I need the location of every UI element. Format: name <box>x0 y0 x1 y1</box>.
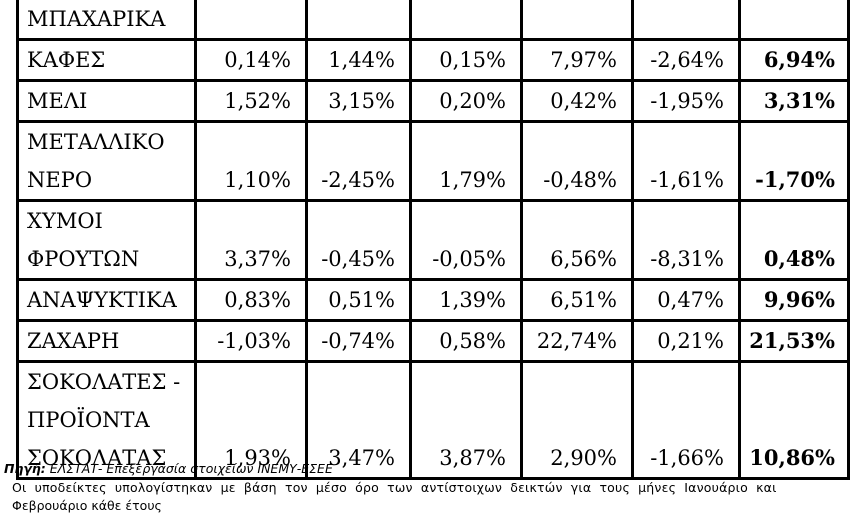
total-cell: 9,96% <box>738 278 850 322</box>
value-cell <box>631 0 741 41</box>
value-cell: 1,52% <box>194 79 308 123</box>
value-cell: 6,51% <box>520 278 634 322</box>
source-note: Πηγή: ΕΛΣΤΑΤ- Επεξεργασία στοιχείων ΙΝΕΜ… <box>4 460 333 477</box>
table-row: ΖΑΧΑΡΗ -1,03% -0,74% 0,58% 22,74% 0,21% 21,53% <box>16 319 850 363</box>
row-label: ΧΥΜΟΙ ΦΡΟΥΤΩΝ <box>16 199 197 281</box>
row-label-line: ΦΡΟΥΤΩΝ <box>27 247 140 271</box>
value-cell <box>194 0 308 41</box>
value-cell: 0,51% <box>305 278 412 322</box>
value-cell: -1,95% <box>631 79 741 123</box>
value-cell: 1,10% <box>194 120 308 202</box>
row-label-line: ΑΝΑΨΥΚΤΙΚΑ <box>27 288 177 312</box>
table-row: ΚΑΦΕΣ 0,14% 1,44% 0,15% 7,97% -2,64% 6,94% <box>16 38 850 82</box>
value-cell: 0,20% <box>409 79 523 123</box>
total-cell: 0,48% <box>738 199 850 281</box>
value-cell: 1,93% <box>194 360 308 480</box>
value-cell: 3,87% <box>409 360 523 480</box>
value-cell: 3,15% <box>305 79 412 123</box>
value-cell: 6,56% <box>520 199 634 281</box>
source-label: Πηγή: <box>4 461 46 476</box>
total-cell: 10,86% <box>738 360 850 480</box>
value-cell: 0,15% <box>409 38 523 82</box>
row-label-line: ΜΠΑΧΑΡΙΚΑ <box>27 7 166 31</box>
value-cell: -0,45% <box>305 199 412 281</box>
row-label-line: ΣΟΚΟΛΑΤΑΣ <box>27 446 167 470</box>
value-cell: 0,21% <box>631 319 741 363</box>
value-cell: 3,47% <box>305 360 412 480</box>
value-cell: -0,48% <box>520 120 634 202</box>
table-row: ΑΝΑΨΥΚΤΙΚΑ 0,83% 0,51% 1,39% 6,51% 0,47% 9,96% <box>16 278 850 322</box>
value-cell <box>520 0 634 41</box>
total-cell: -1,70% <box>738 120 850 202</box>
price-index-table: ΜΠΑΧΑΡΙΚΑ ΚΑΦΕΣ 0,14% 1,44% 0,15% 7,97% -2,64%… <box>16 0 850 480</box>
total-cell: 6,94% <box>738 38 850 82</box>
value-cell: 0,83% <box>194 278 308 322</box>
row-label-line: ΣΟΚΟΛΑΤΕΣ - <box>27 370 181 394</box>
value-cell: 7,97% <box>520 38 634 82</box>
value-cell: 3,37% <box>194 199 308 281</box>
value-cell: -1,66% <box>631 360 741 480</box>
row-label-line: ΜΕΤΑΛΛΙΚΟ <box>27 130 165 154</box>
row-label: ΜΕΤΑΛΛΙΚΟ ΝΕΡΟ <box>16 120 197 202</box>
row-label-line: ΜΕΛΙ <box>27 89 88 113</box>
row-label-line: ΝΕΡΟ <box>27 168 93 192</box>
value-cell: -1,03% <box>194 319 308 363</box>
value-cell: -2,45% <box>305 120 412 202</box>
row-label-line: ΚΑΦΕΣ <box>27 48 106 72</box>
value-cell: 0,58% <box>409 319 523 363</box>
value-cell: -2,64% <box>631 38 741 82</box>
total-cell: 3,31% <box>738 79 850 123</box>
row-label: ΚΑΦΕΣ <box>16 38 197 82</box>
table-row: ΜΠΑΧΑΡΙΚΑ <box>16 0 850 41</box>
row-label: ΜΠΑΧΑΡΙΚΑ <box>16 0 197 41</box>
row-label: ΑΝΑΨΥΚΤΙΚΑ <box>16 278 197 322</box>
method-note-line-2: Φεβρουάριο κάθε έτους <box>12 498 162 513</box>
row-label-line: ΧΥΜΟΙ <box>27 209 103 233</box>
value-cell <box>409 0 523 41</box>
value-cell <box>305 0 412 41</box>
value-cell: 0,47% <box>631 278 741 322</box>
value-cell: 1,44% <box>305 38 412 82</box>
value-cell: 0,14% <box>194 38 308 82</box>
value-cell: -1,61% <box>631 120 741 202</box>
table-row: ΣΟΚΟΛΑΤΕΣ - ΠΡΟΪΟΝΤΑ ΣΟΚΟΛΑΤΑΣ 1,93% 3,47% 3,… <box>16 360 850 480</box>
row-label-line: ΖΑΧΑΡΗ <box>27 329 120 353</box>
row-label-line: ΠΡΟΪΟΝΤΑ <box>27 408 150 432</box>
value-cell: 22,74% <box>520 319 634 363</box>
row-label: ΜΕΛΙ <box>16 79 197 123</box>
value-cell: 1,79% <box>409 120 523 202</box>
value-cell: -0,05% <box>409 199 523 281</box>
value-cell: -0,74% <box>305 319 412 363</box>
value-cell: -8,31% <box>631 199 741 281</box>
total-cell <box>738 0 850 41</box>
table-container: ΜΠΑΧΑΡΙΚΑ ΚΑΦΕΣ 0,14% 1,44% 0,15% 7,97% -2,64%… <box>16 0 850 480</box>
source-text: ΕΛΣΤΑΤ- Επεξεργασία στοιχείων ΙΝΕΜΥ-ΕΣΕΕ <box>45 461 333 476</box>
table-row: ΜΕΤΑΛΛΙΚΟ ΝΕΡΟ 1,10% -2,45% 1,79% -0,48% -1,61… <box>16 120 850 202</box>
row-label: ΣΟΚΟΛΑΤΕΣ - ΠΡΟΪΟΝΤΑ ΣΟΚΟΛΑΤΑΣ <box>16 360 197 480</box>
table-row: ΜΕΛΙ 1,52% 3,15% 0,20% 0,42% -1,95% 3,31% <box>16 79 850 123</box>
method-note-line-1: Οι υποδείκτες υπολογίστηκαν με βάση τον … <box>12 480 777 495</box>
total-cell: 21,53% <box>738 319 850 363</box>
value-cell: 2,90% <box>520 360 634 480</box>
row-label: ΖΑΧΑΡΗ <box>16 319 197 363</box>
value-cell: 1,39% <box>409 278 523 322</box>
table-row: ΧΥΜΟΙ ΦΡΟΥΤΩΝ 3,37% -0,45% -0,05% 6,56% -8,31%… <box>16 199 850 281</box>
value-cell: 0,42% <box>520 79 634 123</box>
